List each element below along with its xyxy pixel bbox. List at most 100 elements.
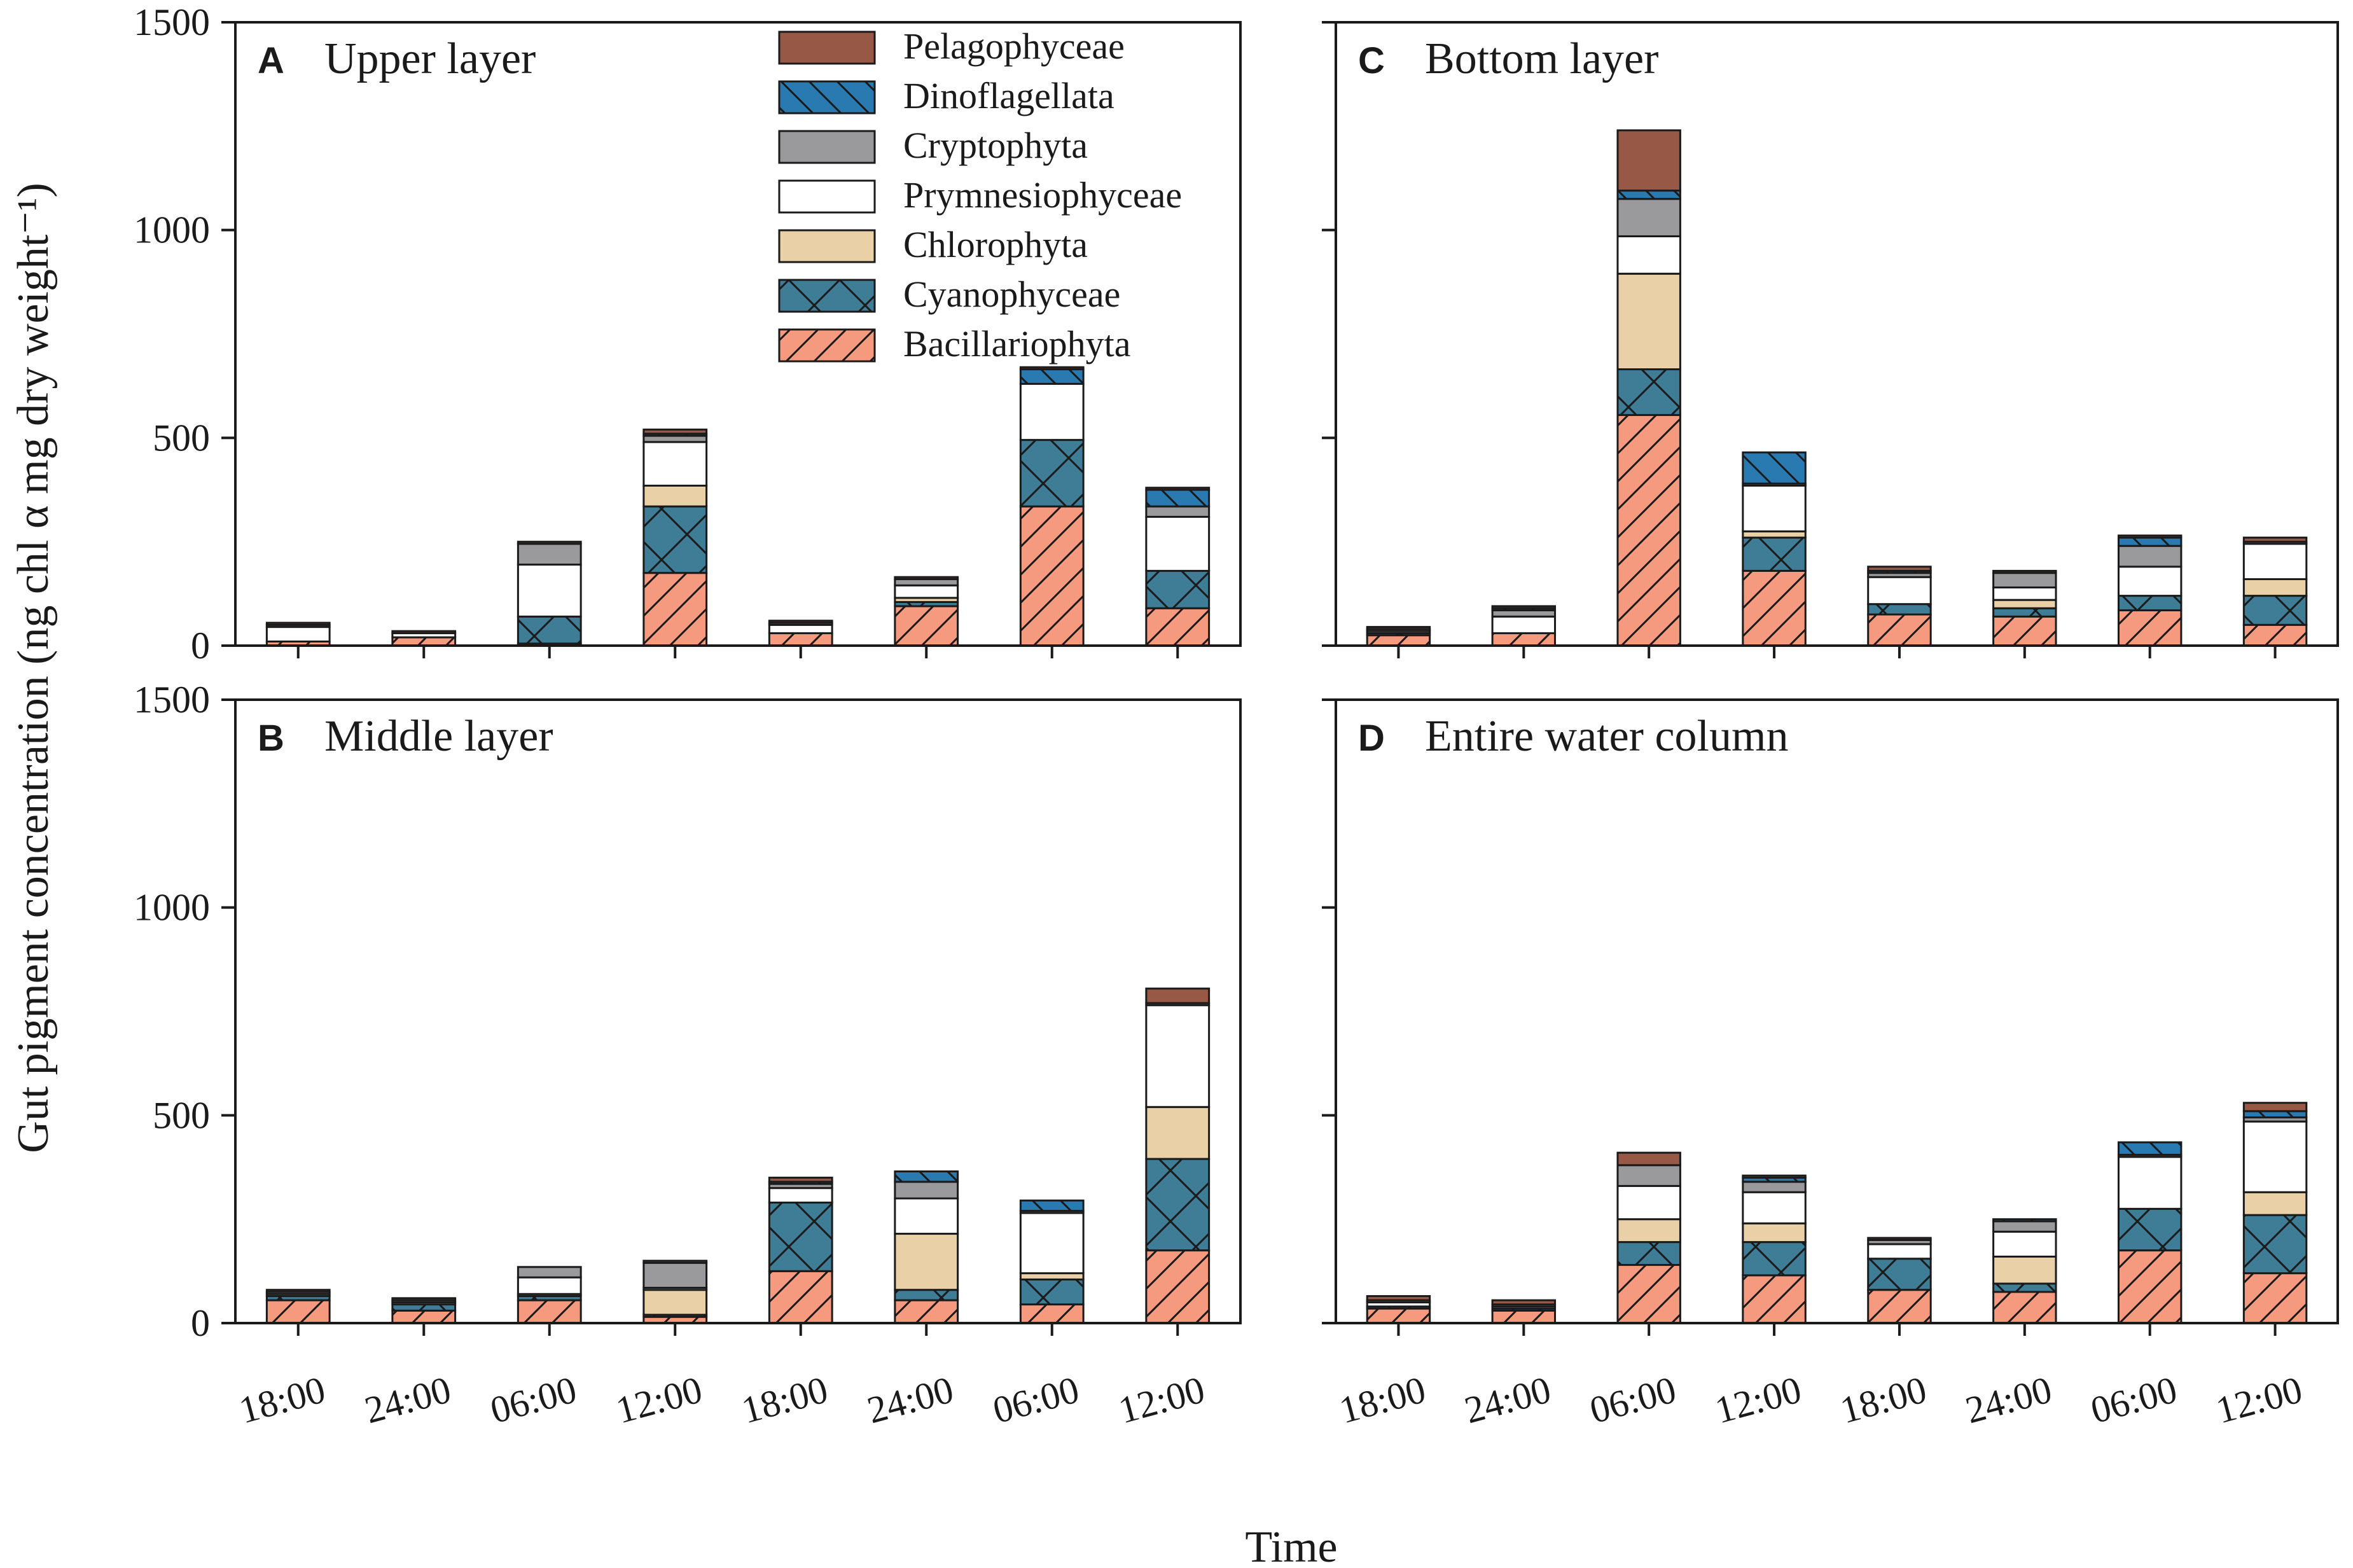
bar-hatch-a-7-cyanophyceae (1020, 440, 1084, 507)
y-tick-label: 0 (191, 625, 210, 667)
y-tick-label: 0 (191, 1302, 210, 1344)
bar-hatch-a-4-bacillariophyta (643, 572, 707, 646)
bar-b-8-chlorophyta (1145, 1106, 1211, 1160)
bar-hatch-b-3-bacillariophyta (518, 1300, 581, 1323)
bar-hatch-d-7-cyanophyceae (2118, 1209, 2181, 1251)
bar-c-6-cryptophyta (1992, 572, 2057, 589)
bar-hatch-a-4-cyanophyceae (643, 506, 707, 573)
bar-d-4-prymnesiophyceae (1742, 1191, 1807, 1225)
bar-hatch-b-8-bacillariophyta (1146, 1250, 1209, 1323)
legend-item-chlorophyta: Chlorophyta (778, 224, 1088, 265)
bar-d-7-prymnesiophyceae (2117, 1156, 2183, 1210)
bar-d-4-chlorophyta (1742, 1222, 1807, 1244)
x-tick-label: 24:00 (361, 1368, 455, 1431)
bar-hatch-d-7-dinoflagellata (2118, 1142, 2181, 1155)
bar-hatch-d-1-cyanophyceae (1367, 1306, 1430, 1309)
bar-hatch-d-3-cyanophyceae (1617, 1242, 1681, 1265)
bar-c-7-prymnesiophyceae (2117, 565, 2183, 597)
bar-hatch-c-8-cyanophyceae (2244, 595, 2307, 625)
bar-hatch-a-8-dinoflagellata (1146, 490, 1209, 507)
bar-a-7-pelagophyceae (1019, 366, 1085, 371)
x-tick-label: 06:00 (989, 1368, 1083, 1431)
bar-hatch-c-3-dinoflagellata (1617, 190, 1681, 199)
bar-hatch-d-2-cyanophyceae (1492, 1308, 1555, 1311)
bar-c-3-chlorophyta (1616, 272, 1681, 371)
bar-b-8-pelagophyceae (1145, 987, 1211, 1004)
x-tick-label: 12:00 (1114, 1368, 1209, 1431)
panel-title: Middle layer (324, 712, 553, 761)
bar-hatch-c-5-bacillariophyta (1868, 614, 1931, 646)
bar-a-3-cryptophyta (517, 543, 582, 566)
bar-b-6-cryptophyta (894, 1181, 959, 1200)
bar-b-4-chlorophyta (642, 1289, 708, 1316)
bar-hatch-b-1-bacillariophyta (267, 1300, 330, 1323)
y-tick-label: 1500 (134, 1, 210, 43)
plot-frame-c (1335, 21, 2339, 647)
x-tick-label: 06:00 (486, 1368, 581, 1431)
bar-hatch-d-4-dinoflagellata (1742, 1177, 1806, 1182)
bar-hatch-d-3-bacillariophyta (1617, 1265, 1681, 1323)
bar-a-4-chlorophyta (642, 484, 708, 508)
bar-hatch-b-2-bacillariophyta (392, 1310, 455, 1323)
legend-swatch (778, 31, 876, 65)
legend-label: Pelagophyceae (903, 25, 1125, 67)
bar-hatch-b-7-cyanophyceae (1020, 1279, 1084, 1305)
bar-hatch-c-7-dinoflagellata (2118, 538, 2181, 546)
bar-hatch-b-5-bacillariophyta (769, 1271, 833, 1323)
bar-hatch-c-4-dinoflagellata (1742, 452, 1806, 484)
bar-hatch-a-5-bacillariophyta (769, 633, 833, 646)
panel-title: Entire water column (1425, 712, 1788, 761)
bar-hatch-d-5-cyanophyceae (1868, 1258, 1931, 1290)
x-tick-label: 24:00 (1961, 1368, 2056, 1431)
bar-hatch-a-7-bacillariophyta (1020, 506, 1084, 646)
legend-swatch-hatch (779, 81, 875, 113)
bar-hatch-c-2-dinoflagellata (1492, 608, 1555, 611)
bar-c-8-chlorophyta (2242, 578, 2308, 597)
bar-c-1-pelagophyceae (1366, 626, 1431, 630)
bar-b-2-pelagophyceae (391, 1297, 457, 1301)
bar-hatch-b-5-cyanophyceae (769, 1202, 833, 1272)
bar-b-3-prymnesiophyceae (517, 1276, 582, 1295)
bar-b-8-prymnesiophyceae (1145, 1004, 1211, 1108)
panel-letter: D (1358, 718, 1385, 759)
bar-hatch-b-2-cyanophyceae (392, 1304, 455, 1311)
x-tick-label: 24:00 (863, 1368, 958, 1431)
bar-hatch-c-6-cyanophyceae (1993, 608, 2057, 617)
bar-hatch-d-6-dinoflagellata (1993, 1219, 2057, 1221)
bar-d-6-prymnesiophyceae (1992, 1230, 2057, 1258)
bar-a-8-cryptophyta (1145, 505, 1211, 518)
bar-hatch-b-6-dinoflagellata (894, 1171, 958, 1182)
bar-d-3-chlorophyta (1616, 1218, 1681, 1244)
bar-c-3-pelagophyceae (1616, 129, 1681, 192)
bar-a-1-prymnesiophyceae (265, 626, 331, 642)
bar-hatch-d-8-cyanophyceae (2244, 1215, 2307, 1273)
x-tick-label: 18:00 (235, 1368, 330, 1431)
bar-d-4-pelagophyceae (1742, 1174, 1807, 1179)
bar-hatch-d-2-bacillariophyta (1492, 1310, 1555, 1323)
bar-b-3-cryptophyta (517, 1266, 582, 1279)
bar-a-1-pelagophyceae (265, 621, 331, 626)
bar-a-7-prymnesiophyceae (1019, 382, 1085, 441)
legend-label: Bacillariophyta (903, 323, 1131, 364)
bar-hatch-b-7-bacillariophyta (1020, 1304, 1084, 1323)
plot-frame-a (234, 21, 1242, 647)
bar-hatch-b-1-cyanophyceae (267, 1296, 330, 1301)
bar-hatch-a-2-bacillariophyta (392, 637, 455, 646)
x-tick-label: 06:00 (2086, 1368, 2181, 1431)
bar-hatch-a-8-bacillariophyta (1146, 608, 1209, 646)
y-tick-label: 1000 (134, 209, 210, 251)
panel-d: 18:00 24:00 06:00 12:00 18:00 24:00 06:00 12:00… (1322, 698, 2339, 1431)
bar-a-8-pelagophyceae (1145, 487, 1211, 491)
bar-hatch-d-5-bacillariophyta (1868, 1289, 1931, 1323)
legend-item-pelagophyceae: Pelagophyceae (778, 25, 1125, 67)
chart-panels: 0 500 1000 1500 A Upper layer 0 500 1000 1500 18:0… (134, 1, 2339, 1431)
bar-hatch-a-7-dinoflagellata (1020, 369, 1084, 384)
legend-item-prymnesiophyceae: Prymnesiophyceae (778, 174, 1182, 216)
bar-b-6-prymnesiophyceae (894, 1197, 959, 1235)
bar-a-4-prymnesiophyceae (642, 441, 708, 487)
bar-a-5-pelagophyceae (768, 620, 833, 624)
bar-c-4-prymnesiophyceae (1742, 484, 1807, 532)
bar-d-3-cryptophyta (1616, 1164, 1681, 1187)
legend-item-bacillariophyta: Bacillariophyta (778, 323, 1131, 364)
